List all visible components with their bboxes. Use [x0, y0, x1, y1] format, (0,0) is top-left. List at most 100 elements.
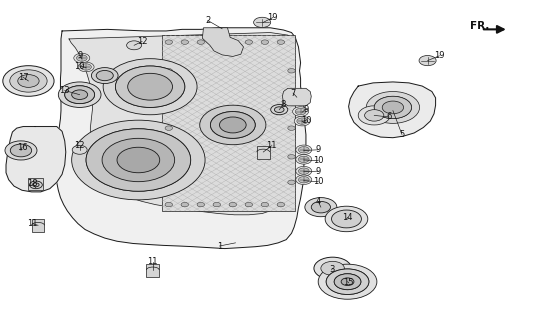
Circle shape — [326, 269, 369, 294]
Circle shape — [116, 66, 185, 108]
Circle shape — [102, 138, 174, 182]
Circle shape — [10, 144, 32, 157]
Circle shape — [277, 40, 285, 44]
Circle shape — [72, 90, 88, 100]
Circle shape — [72, 145, 87, 154]
Text: 13: 13 — [59, 86, 70, 95]
Circle shape — [165, 40, 172, 44]
Circle shape — [245, 202, 253, 207]
Circle shape — [181, 202, 188, 207]
Circle shape — [297, 118, 308, 124]
Circle shape — [318, 264, 377, 299]
Text: 10: 10 — [313, 156, 324, 165]
Circle shape — [116, 66, 185, 108]
Circle shape — [229, 202, 236, 207]
Circle shape — [213, 202, 220, 207]
Circle shape — [33, 183, 39, 187]
Circle shape — [86, 129, 190, 191]
Text: 19: 19 — [434, 51, 445, 60]
Circle shape — [288, 97, 295, 102]
Circle shape — [165, 155, 172, 159]
Circle shape — [299, 168, 309, 174]
Text: 9: 9 — [316, 145, 321, 154]
Circle shape — [325, 206, 368, 232]
Circle shape — [334, 274, 361, 290]
Circle shape — [72, 120, 205, 200]
Text: 18: 18 — [27, 180, 38, 188]
Bar — [147, 264, 159, 277]
Circle shape — [91, 68, 118, 84]
Text: 11: 11 — [148, 258, 158, 267]
Circle shape — [181, 40, 188, 44]
Circle shape — [127, 41, 142, 50]
Circle shape — [288, 155, 295, 159]
Text: 3: 3 — [329, 265, 334, 275]
Circle shape — [77, 55, 87, 61]
Circle shape — [374, 96, 411, 119]
Circle shape — [210, 112, 255, 138]
Circle shape — [213, 40, 220, 44]
Circle shape — [419, 55, 436, 66]
Text: 17: 17 — [18, 73, 28, 82]
Circle shape — [294, 116, 310, 126]
Text: 9: 9 — [303, 105, 309, 114]
Circle shape — [165, 68, 172, 73]
Text: 9: 9 — [77, 51, 82, 60]
Circle shape — [305, 197, 337, 217]
Text: 11: 11 — [266, 141, 277, 150]
Circle shape — [288, 180, 295, 185]
Circle shape — [365, 110, 384, 121]
Circle shape — [299, 147, 309, 153]
Circle shape — [96, 70, 113, 81]
Circle shape — [18, 75, 39, 87]
Circle shape — [311, 201, 331, 213]
Circle shape — [382, 101, 403, 114]
Circle shape — [65, 86, 95, 104]
Circle shape — [334, 274, 361, 290]
Circle shape — [86, 129, 190, 191]
Bar — [32, 219, 44, 232]
Polygon shape — [69, 33, 295, 215]
Circle shape — [219, 117, 246, 133]
Circle shape — [321, 261, 345, 275]
Text: 10: 10 — [313, 177, 324, 186]
Bar — [28, 178, 43, 190]
Circle shape — [210, 112, 255, 138]
Circle shape — [288, 68, 295, 73]
Polygon shape — [202, 28, 243, 56]
Text: 16: 16 — [17, 143, 27, 152]
Circle shape — [229, 40, 236, 44]
Text: 12: 12 — [137, 37, 147, 46]
Circle shape — [374, 96, 411, 119]
Circle shape — [271, 105, 288, 115]
Circle shape — [277, 202, 285, 207]
Text: 1: 1 — [217, 242, 222, 251]
Circle shape — [165, 126, 172, 130]
Circle shape — [366, 92, 419, 123]
Circle shape — [299, 177, 309, 183]
Circle shape — [293, 107, 309, 116]
Circle shape — [117, 147, 160, 173]
Circle shape — [10, 70, 47, 92]
Polygon shape — [6, 126, 66, 192]
Text: 19: 19 — [268, 13, 278, 22]
Text: 6: 6 — [386, 113, 392, 122]
Circle shape — [358, 106, 390, 125]
Bar — [257, 146, 270, 159]
Circle shape — [5, 141, 37, 160]
Polygon shape — [55, 28, 306, 249]
Text: 15: 15 — [343, 278, 354, 287]
Circle shape — [58, 82, 101, 108]
Circle shape — [296, 155, 312, 164]
Circle shape — [65, 86, 95, 104]
Circle shape — [341, 278, 354, 285]
Circle shape — [288, 126, 295, 130]
Text: 9: 9 — [316, 167, 321, 176]
Circle shape — [29, 181, 42, 189]
Circle shape — [296, 145, 312, 155]
Circle shape — [197, 202, 204, 207]
Circle shape — [200, 105, 266, 145]
Text: 10: 10 — [74, 61, 85, 70]
Circle shape — [314, 257, 351, 279]
Text: FR.: FR. — [470, 20, 490, 30]
